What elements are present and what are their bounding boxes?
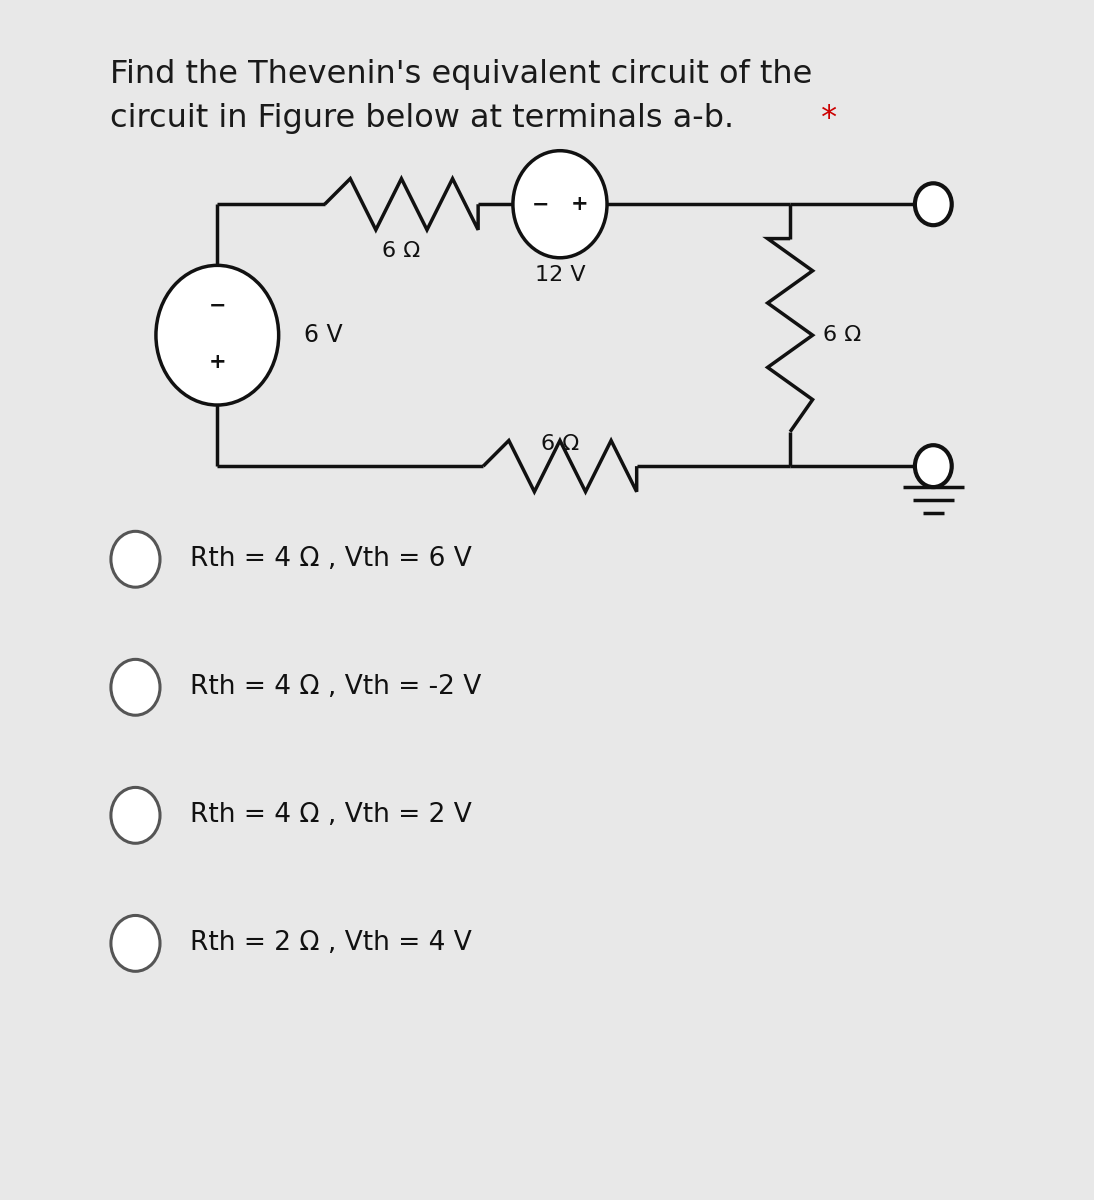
Text: 6 Ω: 6 Ω (382, 241, 420, 262)
Circle shape (110, 916, 160, 971)
Text: +: + (571, 194, 589, 215)
Circle shape (110, 532, 160, 587)
Text: Rth = 4 Ω , Vth = 6 V: Rth = 4 Ω , Vth = 6 V (189, 546, 472, 572)
Text: *: * (811, 103, 837, 134)
Circle shape (915, 445, 952, 487)
Text: −: − (209, 296, 226, 316)
Circle shape (110, 787, 160, 844)
Text: Rth = 4 Ω , Vth = -2 V: Rth = 4 Ω , Vth = -2 V (189, 674, 481, 701)
Text: Rth = 4 Ω , Vth = 2 V: Rth = 4 Ω , Vth = 2 V (189, 803, 472, 828)
Circle shape (110, 659, 160, 715)
Circle shape (513, 151, 607, 258)
Text: 12 V: 12 V (535, 265, 585, 284)
Text: circuit in Figure below at terminals a-b.: circuit in Figure below at terminals a-b… (109, 103, 734, 134)
Text: −: − (532, 194, 549, 215)
Text: 6 V: 6 V (304, 323, 342, 347)
Circle shape (156, 265, 279, 406)
Text: +: + (209, 352, 226, 372)
Text: Find the Thevenin's equivalent circuit of the: Find the Thevenin's equivalent circuit o… (109, 59, 812, 90)
Text: Rth = 2 Ω , Vth = 4 V: Rth = 2 Ω , Vth = 4 V (189, 930, 472, 956)
Text: 6 Ω: 6 Ω (823, 325, 861, 346)
Circle shape (915, 184, 952, 226)
Text: 6 Ω: 6 Ω (540, 434, 579, 455)
